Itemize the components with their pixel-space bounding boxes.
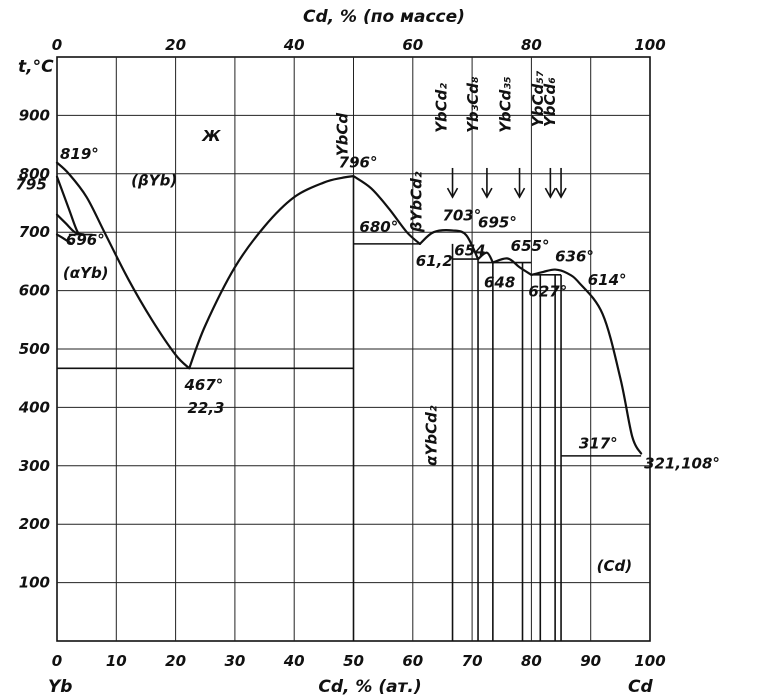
y-tick-label: 400 [18, 398, 50, 416]
liquidus-curve [476, 251, 494, 264]
annotation-label: 696° [66, 231, 105, 249]
top-tick-label: 20 [165, 36, 186, 54]
annotation-label: 703° [442, 207, 481, 225]
x-tick-label: 90 [580, 652, 601, 670]
liquidus-curve [352, 175, 422, 245]
data-layer [55, 161, 643, 641]
annotation-label: (βYb) [131, 171, 177, 189]
compound-arrowhead [544, 187, 557, 199]
x-tick-label: 20 [165, 652, 186, 670]
compound-arrowhead [446, 187, 459, 199]
annotation-label: 819° [60, 145, 99, 163]
y-tick-label: 800 [19, 165, 50, 183]
top-axis-title: Cd, % (по массе) [303, 7, 465, 27]
x-tick-label: 80 [521, 652, 542, 670]
annotation-label: 636° [555, 247, 594, 265]
annotation-label: 648 [484, 274, 515, 292]
y-tick-label: 100 [19, 574, 50, 592]
annotation-label: 695° [478, 214, 517, 232]
phase-label: YbCd₂ [433, 83, 451, 133]
annotation-label: Ж [201, 127, 221, 145]
y-tick-label: 500 [19, 340, 50, 358]
top-tick-label: 100 [634, 36, 665, 54]
phase-label: YbCd₆ [541, 77, 559, 127]
liquidus-curve [418, 229, 480, 261]
x-tick-label: 60 [402, 652, 423, 670]
phase-label: YbCd₃₅ [497, 76, 515, 132]
x-tick-label: 70 [462, 652, 483, 670]
compound-arrowhead [481, 187, 493, 199]
annotation-label: 614° [588, 271, 627, 289]
x-tick-label: 10 [106, 652, 127, 670]
phase-label: YbCd [334, 113, 352, 157]
y-tick-label: 600 [19, 282, 50, 300]
x-tick-label: 100 [634, 652, 665, 670]
x-tick-label: 50 [343, 652, 364, 670]
annotation-label: 317° [579, 434, 618, 452]
top-tick-label: 40 [283, 36, 305, 54]
corner-label-yb: Yb [48, 677, 72, 697]
liquidus-curve [188, 175, 355, 370]
top-tick-label: 60 [402, 36, 423, 54]
liquidus-curve [55, 233, 73, 245]
annotation-label: 627° [528, 282, 567, 300]
compound-arrowhead [555, 187, 567, 199]
annotation-label: 654 [454, 242, 485, 260]
phase-label: αYbCd₂ [422, 405, 440, 466]
y-tick-label: 200 [19, 515, 50, 533]
phase-label: βYbCd₂ [408, 171, 426, 233]
annotation-label: 796° [339, 153, 378, 171]
annotation-label: 22,3 [187, 399, 224, 417]
annotation-label: (αYb) [63, 264, 109, 282]
y-tick-label: 700 [19, 223, 50, 241]
annotation-label: 655° [511, 237, 550, 255]
top-tick-label: 80 [521, 36, 542, 54]
x-tick-label: 0 [52, 652, 62, 670]
phase-label: YbCd₅₇ [529, 70, 547, 127]
y-tick-label: 900 [19, 106, 50, 124]
liquidus-curve [491, 257, 533, 276]
phase-label: Yb₃Cd₈ [464, 76, 482, 133]
y-axis-title: t,°C [18, 57, 54, 77]
bottom-axis-title: Cd, % (ат.) [318, 677, 421, 697]
top-tick-label: 0 [52, 36, 62, 54]
annotation-label: (Cd) [597, 557, 632, 575]
x-tick-label: 40 [283, 652, 305, 670]
y-tick-label: 300 [19, 457, 50, 475]
liquidus-curve [530, 268, 643, 455]
annotation-label: 795 [15, 176, 46, 194]
compound-arrowhead [513, 187, 526, 199]
annotation-label: 680° [359, 218, 398, 236]
annotation-label: 61,2 [416, 252, 453, 270]
corner-label-cd: Cd [628, 677, 653, 697]
x-tick-label: 30 [224, 652, 245, 670]
annotation-label: 467° [183, 376, 223, 394]
text-layer: Cd, % (по массе) Cd, % (ат.) t,°C Yb Cd … [15, 7, 719, 697]
liquidus-curve [55, 161, 191, 370]
annotation-label: 321,108° [644, 455, 720, 473]
